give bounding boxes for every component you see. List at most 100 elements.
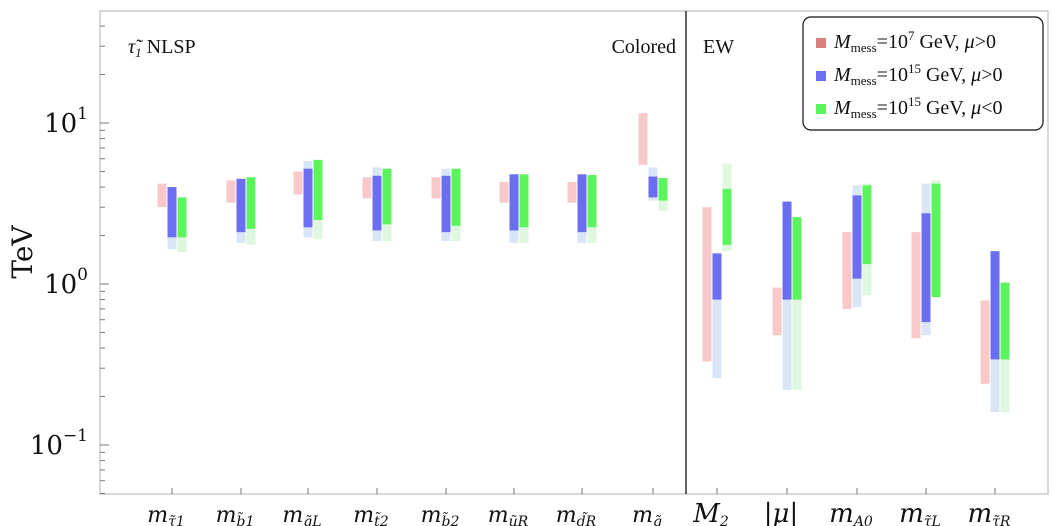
y-tick-exponent: −1 xyxy=(63,426,88,446)
legend-sup: 7 xyxy=(908,28,915,43)
region-label-colored: Colored xyxy=(612,36,676,58)
legend-m: M xyxy=(833,31,852,53)
legend-entry: Mmess=107 GeV, μ>0 xyxy=(833,28,996,55)
annotations: τ̃1 NLSP Colored EW xyxy=(128,36,734,60)
legend-mid: =10 xyxy=(877,64,908,86)
series-mess15-mupos-bar xyxy=(303,168,313,228)
y-tick-base: 10 xyxy=(30,431,63,461)
legend-swatch xyxy=(816,104,826,114)
legend-cond: >0 xyxy=(975,31,996,53)
series-mess7-mupos-light-bar xyxy=(980,300,990,384)
legend-sub: mess xyxy=(851,40,877,55)
x-category-label: md̃R xyxy=(556,503,597,526)
legend-cond: <0 xyxy=(981,97,1002,119)
x-label-subscript: ũR xyxy=(509,514,529,526)
series-mess15-mupos-bar xyxy=(782,201,792,300)
series-mess15-muneg-bar xyxy=(722,188,732,245)
x-label-subscript: b̃2 xyxy=(442,511,460,526)
x-label-main: m xyxy=(216,503,237,526)
series-mess7-mupos-light-bar xyxy=(911,232,921,339)
y-axis-label: TeV xyxy=(6,225,39,279)
legend-sup: 15 xyxy=(908,94,921,109)
x-category-label: |μ| xyxy=(764,499,798,526)
legend-mu: μ xyxy=(964,31,975,53)
series-mess7-mupos-light-bar xyxy=(226,180,236,203)
legend-rest: GeV, xyxy=(914,31,964,53)
x-category-label: mq̃L xyxy=(282,503,321,526)
x-category-label: mg̃ xyxy=(632,503,662,526)
legend-swatch xyxy=(816,71,826,81)
series-mess7-mupos-light-bar xyxy=(499,182,509,203)
series-mess15-muneg-bar xyxy=(177,197,187,238)
legend-sub: mess xyxy=(851,106,877,121)
series-mess15-muneg-bar xyxy=(587,175,597,228)
x-label-subscript: t̃2 xyxy=(374,511,389,526)
series-mess7-mupos-light-bar xyxy=(702,207,712,362)
y-tick-exponent: 0 xyxy=(77,265,88,285)
x-category-label: M2 xyxy=(692,499,729,526)
legend-m: M xyxy=(833,64,852,86)
series-mess15-mupos-bar xyxy=(852,195,862,279)
x-label-main: m xyxy=(353,503,374,526)
series-mess15-mupos-bar xyxy=(921,213,931,323)
x-category-label: mb̃2 xyxy=(421,503,460,526)
x-category-label: mτ̃1 xyxy=(147,503,185,526)
series-mess15-muneg-bar xyxy=(862,185,872,265)
series-mess15-muneg-bar xyxy=(1000,282,1010,360)
series-mess15-muneg-bar xyxy=(519,174,529,228)
y-tick-base: 10 xyxy=(44,109,77,139)
legend-rest: GeV, xyxy=(921,64,971,86)
series-mess15-mupos-bar xyxy=(372,175,382,231)
series-mess7-mupos-light-bar xyxy=(772,287,782,336)
y-tick-label: 101 xyxy=(44,104,88,139)
series-mess15-mupos-bar xyxy=(648,176,658,198)
series-mess7-mupos-light-bar xyxy=(157,183,167,208)
series-mess15-mupos-bar xyxy=(167,187,177,238)
x-label-main: |μ| xyxy=(764,499,798,526)
legend-cond: >0 xyxy=(981,64,1002,86)
legend-mid: =10 xyxy=(877,97,908,119)
y-tick-label: 100 xyxy=(44,265,88,300)
series-mess15-muneg-bar xyxy=(792,217,802,300)
x-category-label: mA0 xyxy=(829,499,873,526)
series-mess7-mupos-light-bar xyxy=(431,177,441,199)
legend-m: M xyxy=(833,97,852,119)
legend-box xyxy=(802,16,1044,131)
series-mess15-mupos-bar xyxy=(509,174,519,231)
bars xyxy=(157,113,1010,413)
series-mess15-muneg-bar xyxy=(451,168,461,226)
x-category-label: mũR xyxy=(488,503,529,526)
series-mess15-muneg-bar xyxy=(313,159,323,220)
series-mess15-muneg-bar xyxy=(658,178,668,201)
plot-border xyxy=(99,10,1049,495)
plot-frame xyxy=(99,10,1049,495)
legend-entry: Mmess=1015 GeV, μ>0 xyxy=(833,61,1002,88)
series-mess15-mupos-bar xyxy=(577,174,587,233)
nlsp-subscript: 1 xyxy=(135,45,142,60)
y-tick-label: 10−1 xyxy=(30,426,88,461)
legend-swatch xyxy=(816,38,826,48)
region-label-ew: EW xyxy=(703,36,734,58)
series-mess15-muneg-bar xyxy=(931,183,941,298)
x-label-subscript: d̃R xyxy=(577,511,597,526)
series-mess15-mupos-bar xyxy=(236,178,246,233)
legend-mu: μ xyxy=(970,64,981,86)
nlsp-text: NLSP xyxy=(142,36,196,58)
x-label-subscript: τ̃R xyxy=(992,514,1011,526)
legend-rest: GeV, xyxy=(921,97,971,119)
legend-sub: mess xyxy=(851,73,877,88)
series-mess15-muneg-bar xyxy=(382,168,392,225)
x-label-subscript: τ̃L xyxy=(924,514,941,526)
series-mess15-muneg-light-bar xyxy=(792,217,802,390)
x-label-subscript: b̃1 xyxy=(237,511,255,526)
x-label-main: m xyxy=(899,499,924,526)
x-label-subscript: τ̃1 xyxy=(168,514,185,526)
region-label-nlsp: τ̃1 NLSP xyxy=(128,36,196,60)
x-label-main: m xyxy=(968,499,993,526)
x-label-subscript: A0 xyxy=(852,514,873,526)
series-mess15-muneg-bar xyxy=(246,177,256,229)
legend-mu: μ xyxy=(970,97,981,119)
series-mess15-mupos-light-bar xyxy=(712,253,722,379)
